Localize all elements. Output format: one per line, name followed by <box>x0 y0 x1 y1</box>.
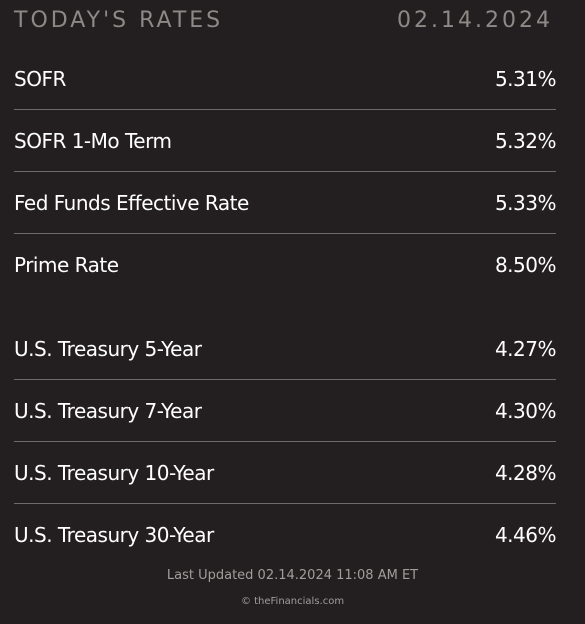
rate-row: Prime Rate 8.50% <box>14 234 557 296</box>
rate-value: 5.31% <box>494 66 557 91</box>
rate-label: U.S. Treasury 10-Year <box>14 460 214 485</box>
rate-value: 5.32% <box>494 128 557 153</box>
date: 02.14.2024 <box>397 8 553 33</box>
rate-row: SOFR 1-Mo Term 5.32% <box>14 110 557 172</box>
rate-value: 4.46% <box>494 523 557 547</box>
rate-row: U.S. Treasury 5-Year 4.27% <box>14 318 557 380</box>
copyright: © theFinancials.com <box>240 596 345 607</box>
rate-row: Fed Funds Effective Rate 5.33% <box>14 172 557 234</box>
rate-row: U.S. Treasury 30-Year 4.46% <box>14 504 557 566</box>
rate-row: U.S. Treasury 10-Year 4.28% <box>14 442 557 504</box>
rate-label: SOFR 1-Mo Term <box>14 128 172 153</box>
rate-value: 8.50% <box>494 253 557 277</box>
rate-value: 4.30% <box>494 398 557 423</box>
rate-value: 4.27% <box>494 336 557 361</box>
rate-label: U.S. Treasury 7-Year <box>14 398 202 423</box>
rate-label: SOFR <box>14 66 66 91</box>
rate-label: U.S. Treasury 5-Year <box>14 336 202 361</box>
last-updated: Last Updated 02.14.2024 11:08 AM ET <box>166 568 419 583</box>
rate-row: U.S. Treasury 7-Year 4.30% <box>14 380 557 442</box>
rate-label: U.S. Treasury 30-Year <box>14 523 214 547</box>
rate-value: 5.33% <box>494 190 557 215</box>
title: TODAY'S RATES <box>14 8 224 33</box>
rate-row: SOFR 5.31% <box>14 48 557 110</box>
rate-value: 4.28% <box>494 460 557 485</box>
rate-label: Fed Funds Effective Rate <box>14 190 249 215</box>
rate-label: Prime Rate <box>14 253 119 277</box>
